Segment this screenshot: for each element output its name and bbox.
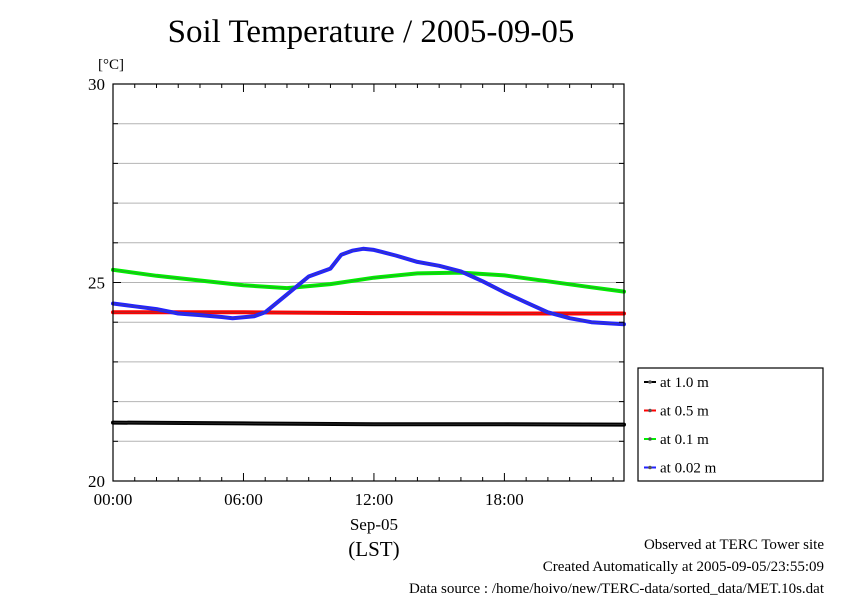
y-tick-label: 25	[88, 274, 105, 293]
series-line-core-2	[112, 269, 625, 292]
axes: 20 25 30 [°C] 00:00 06:00 12:00 18:00 Sep-05 (LST…	[88, 57, 624, 561]
x-tick-label: 18:00	[485, 490, 524, 509]
chart-title: Soil Temperature / 2005-09-05	[167, 14, 575, 50]
legend-marker	[648, 437, 652, 441]
y-tick-label: 20	[88, 472, 105, 491]
x-tick-label: 00:00	[94, 490, 133, 509]
x-tick-label: 06:00	[224, 490, 263, 509]
legend-label: at 0.1 m	[660, 432, 709, 448]
x-date-label: Sep-05	[350, 515, 398, 534]
legend-marker	[648, 408, 652, 413]
legend-label: at 0.5 m	[660, 404, 709, 420]
footer-site-note: Observed at TERC Tower site	[643, 537, 824, 553]
y-tick-label: 30	[88, 75, 105, 94]
series-line-core-0	[112, 422, 625, 426]
footer-data-source: Data source : /home/hoivo/new/TERC-data/…	[408, 581, 824, 597]
series-line-2	[111, 267, 626, 294]
grid-lines	[113, 123, 624, 442]
footer-created-note: Created Automatically at 2005-09-05/23:5…	[542, 559, 824, 575]
legend-label: at 0.02 m	[660, 461, 717, 477]
x-zone-label: (LST)	[348, 537, 399, 561]
series-line-core-3	[112, 248, 625, 325]
legend-marker	[648, 465, 652, 470]
legend: at 1.0 m at 0.5 m at 0.1 m at 0.02 m	[637, 367, 824, 482]
legend-box	[637, 367, 824, 482]
x-tick-label: 12:00	[355, 490, 394, 509]
series-line-core-1	[113, 311, 624, 314]
y-unit-label: [°C]	[98, 57, 124, 73]
series-lines	[111, 246, 626, 427]
legend-marker	[648, 380, 652, 384]
legend-label: at 1.0 m	[660, 375, 709, 391]
